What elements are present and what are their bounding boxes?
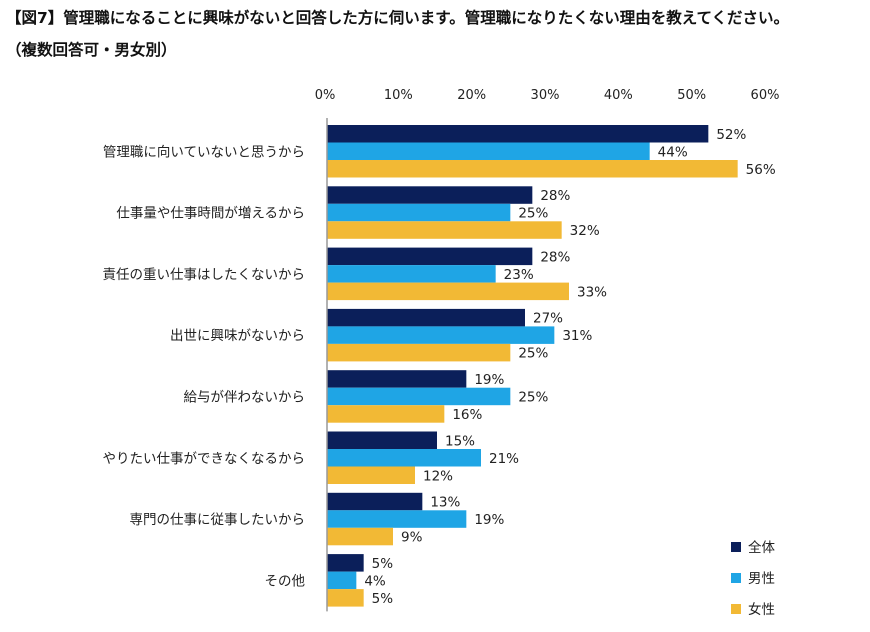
bar-1	[327, 387, 511, 406]
data-label: 19%	[474, 512, 504, 528]
bar-1	[327, 265, 496, 283]
bar-0	[327, 308, 525, 327]
category-label: 出世に興味がないから	[170, 328, 305, 344]
x-tick-label: 10%	[384, 88, 413, 103]
data-label: 4%	[364, 573, 386, 589]
legend-label: 男性	[748, 571, 775, 587]
bar-1	[327, 203, 511, 222]
bar-0	[327, 125, 709, 143]
bar-0	[327, 247, 533, 266]
chart-subtitle: （複数回答可・男女別）	[6, 41, 177, 59]
data-label: 28%	[540, 249, 570, 265]
legend-label: 女性	[748, 601, 775, 618]
bar-2	[327, 160, 738, 178]
data-label: 25%	[518, 346, 548, 362]
data-label: 5%	[372, 556, 394, 572]
bar-0	[327, 370, 467, 388]
category-label: 仕事量や仕事時間が増えるから	[116, 206, 305, 222]
bar-1	[327, 326, 555, 344]
data-label: 28%	[540, 188, 570, 204]
x-tick-label: 30%	[531, 88, 560, 103]
x-tick-label: 50%	[677, 88, 706, 103]
chart-title: 【図7】管理職になることに興味がないと回答した方に伺います。管理職になりたくない…	[6, 9, 789, 27]
legend-label: 全体	[748, 539, 776, 556]
bar-1	[327, 571, 357, 590]
data-label: 21%	[489, 451, 519, 467]
bar-2	[327, 589, 364, 607]
data-label: 5%	[372, 591, 394, 607]
bar-1	[327, 142, 650, 160]
x-tick-label: 60%	[751, 88, 780, 103]
data-label: 56%	[746, 162, 776, 178]
data-label: 12%	[423, 468, 453, 484]
legend-swatch	[731, 573, 741, 583]
data-label: 52%	[716, 127, 746, 143]
data-label: 23%	[504, 267, 534, 283]
category-label: 給与が伴わないから	[184, 389, 306, 405]
data-label: 31%	[562, 328, 592, 344]
legend-swatch	[731, 542, 741, 552]
category-label: 専門の仕事に従事したいから	[130, 512, 306, 528]
bar-0	[327, 186, 533, 204]
data-label: 25%	[518, 389, 548, 405]
data-label: 25%	[518, 206, 548, 222]
data-label: 16%	[452, 407, 482, 423]
bar-2	[327, 343, 511, 362]
data-label: 13%	[430, 495, 460, 511]
bar-1	[327, 510, 467, 528]
data-label: 27%	[533, 311, 563, 327]
data-label: 15%	[445, 433, 475, 449]
data-label: 33%	[577, 284, 607, 300]
x-tick-label: 20%	[457, 88, 486, 103]
x-tick-label: 40%	[604, 88, 633, 103]
bar-0	[327, 554, 364, 572]
data-label: 44%	[658, 144, 688, 160]
category-label: その他	[265, 573, 306, 589]
bar-2	[327, 405, 445, 423]
category-label: 責任の重い仕事はしたくないから	[103, 267, 306, 283]
data-label: 32%	[570, 223, 600, 239]
bar-2	[327, 527, 393, 546]
bar-0	[327, 492, 423, 511]
bar-2	[327, 221, 562, 239]
bar-2	[327, 282, 569, 301]
category-label: 管理職に向いていないと思うから	[103, 144, 305, 160]
category-label: やりたい仕事ができなくなるから	[103, 451, 306, 467]
data-label: 19%	[474, 372, 504, 388]
bar-0	[327, 431, 437, 449]
bar-2	[327, 466, 415, 484]
legend-swatch	[731, 604, 741, 614]
bar-1	[327, 449, 481, 467]
x-tick-label: 0%	[315, 88, 336, 103]
data-label: 9%	[401, 530, 423, 546]
